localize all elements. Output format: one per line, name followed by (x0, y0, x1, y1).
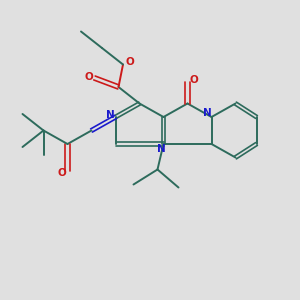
Text: N: N (157, 144, 166, 154)
Text: N: N (202, 108, 211, 118)
Text: O: O (84, 71, 93, 82)
Text: O: O (57, 168, 66, 178)
Text: N: N (106, 110, 115, 120)
Text: O: O (189, 75, 198, 85)
Text: O: O (125, 57, 134, 67)
